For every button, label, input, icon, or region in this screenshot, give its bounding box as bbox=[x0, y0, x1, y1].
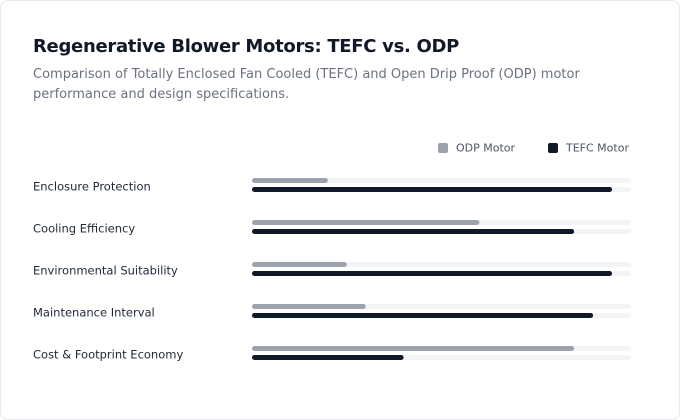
category-label: Cooling Efficiency bbox=[33, 222, 135, 236]
category-label: Environmental Suitability bbox=[33, 264, 178, 278]
legend-swatch bbox=[548, 143, 558, 153]
bar-track bbox=[252, 178, 631, 183]
legend-label: ODP Motor bbox=[456, 142, 516, 155]
bar bbox=[252, 304, 366, 309]
legend-swatch bbox=[438, 143, 448, 153]
bar bbox=[252, 178, 328, 183]
category-label: Maintenance Interval bbox=[33, 306, 155, 320]
bar bbox=[252, 355, 404, 360]
bar bbox=[252, 346, 575, 351]
bar bbox=[252, 313, 594, 318]
chart-subtitle: Comparison of Totally Enclosed Fan Coole… bbox=[33, 67, 580, 102]
chart-title: Regenerative Blower Motors: TEFC vs. ODP bbox=[33, 36, 460, 57]
bar bbox=[252, 187, 613, 192]
legend-label: TEFC Motor bbox=[565, 142, 629, 155]
bar-track bbox=[252, 262, 631, 267]
bar bbox=[252, 262, 347, 267]
bar bbox=[252, 229, 575, 234]
category-label: Cost & Footprint Economy bbox=[33, 348, 183, 362]
bar bbox=[252, 271, 613, 276]
category-label: Enclosure Protection bbox=[33, 180, 151, 194]
bar bbox=[252, 220, 480, 225]
